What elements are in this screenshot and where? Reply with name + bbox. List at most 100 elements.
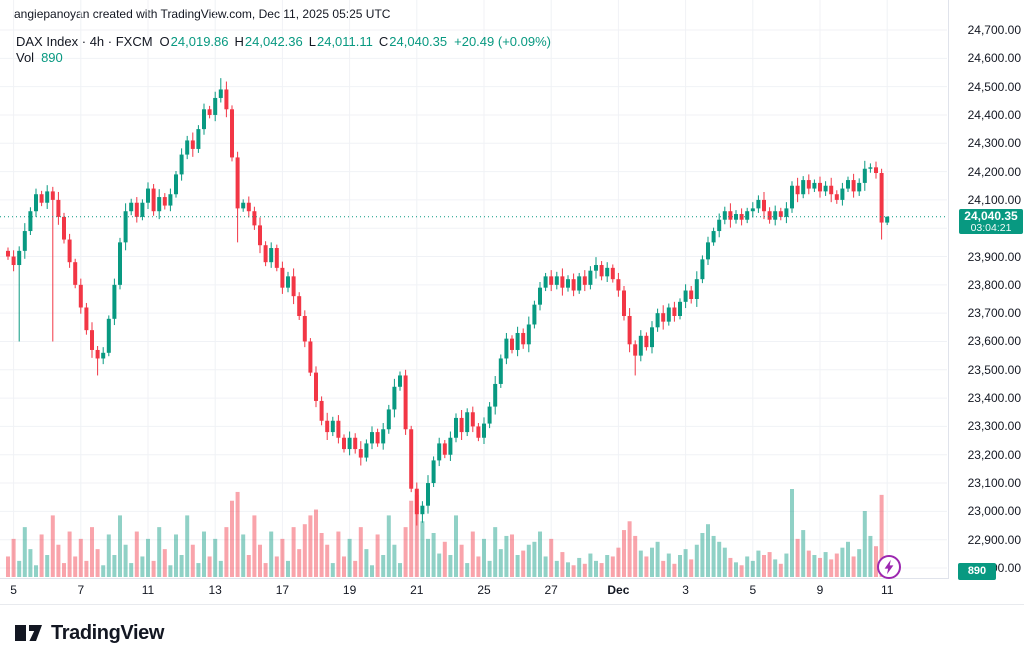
candle-body: [381, 429, 386, 444]
volume-bar: [504, 535, 509, 577]
volume-bar: [739, 565, 744, 577]
candle-body: [414, 488, 419, 515]
candle-body: [750, 208, 755, 212]
volume-bar: [50, 515, 55, 577]
candle-body: [353, 437, 358, 450]
volume-bar: [364, 549, 369, 577]
volume-bar: [235, 491, 240, 577]
candle-body: [700, 259, 705, 280]
volume-axis-badge: 890: [958, 563, 996, 580]
price-tick-label: 23,200.00: [967, 447, 1021, 462]
time-scale[interactable]: 5 7 11 13 17 19 21 25 27 Dec 3 5 9 11: [0, 579, 1024, 604]
lightning-icon[interactable]: [876, 554, 902, 580]
candle-body: [73, 262, 78, 285]
ohlc-label: C: [378, 33, 389, 49]
volume-bar: [762, 555, 766, 577]
candle-body: [157, 197, 162, 212]
candle-body: [342, 437, 346, 450]
volume-bar: [549, 538, 554, 577]
candle-body: [330, 420, 335, 433]
volume-bar: [778, 563, 783, 577]
candle-body: [582, 276, 587, 285]
volume-bar: [185, 515, 190, 577]
candle-body: [84, 307, 89, 331]
candle-body: [140, 202, 145, 217]
volume-value: 890: [41, 49, 63, 65]
volume-bar: [286, 560, 290, 577]
volume-bar: [700, 533, 705, 577]
candle-body: [622, 290, 626, 316]
tradingview-logo[interactable]: TradingView: [14, 620, 164, 646]
candle-body: [118, 242, 122, 285]
candle-body: [280, 267, 285, 288]
volume-bar: [162, 549, 167, 577]
volume-bar: [330, 563, 335, 577]
volume-bar: [638, 550, 643, 577]
volume-bar: [633, 535, 638, 577]
candle-body: [694, 279, 699, 300]
time-tick-label: 5: [749, 583, 757, 597]
volume-bar: [610, 556, 615, 577]
candle-body: [549, 276, 554, 285]
ohlc-values: O24,019.86 H24,042.36 L24,011.11 C24,040.35: [160, 34, 448, 49]
price-scale[interactable]: 24,040.35 03:04:21 890 24,700.00 24,600.0…: [949, 0, 1024, 604]
candle-body: [784, 208, 789, 217]
candle-body: [358, 449, 363, 458]
volume-bar: [756, 550, 761, 577]
volume-bar: [655, 541, 660, 577]
candle-body: [644, 335, 649, 348]
chart-plot[interactable]: [0, 0, 948, 604]
candle-body: [375, 432, 380, 444]
time-tick-label: 9: [816, 583, 824, 597]
time-tick-label: 13: [208, 583, 222, 597]
candle-body: [874, 167, 878, 173]
volume-bar: [224, 527, 229, 577]
volume-bar: [151, 560, 156, 577]
time-tick-label: 11: [141, 583, 155, 597]
volume-bar: [129, 563, 134, 577]
candle-body: [532, 304, 537, 325]
volume-bar: [515, 555, 520, 577]
volume-bar: [207, 556, 212, 577]
volume-bar: [717, 541, 722, 577]
volume-bar: [823, 552, 828, 577]
volume-bar: [134, 531, 139, 577]
volume-bar: [465, 563, 470, 577]
volume-bar: [39, 534, 44, 577]
candle-body: [650, 327, 654, 348]
volume-bar: [594, 560, 598, 577]
candle-body: [241, 202, 246, 209]
candle-body: [711, 231, 716, 243]
volume-bar: [672, 563, 677, 577]
volume-bar: [213, 538, 218, 577]
symbol-legend: DAX Index · 4h · FXCM O24,019.86 H24,042.…: [16, 33, 551, 65]
volume-bar: [84, 560, 89, 577]
volume-bar: [862, 511, 867, 577]
volume-bar: [454, 515, 458, 577]
volume-bar: [750, 560, 755, 577]
candle-body: [689, 290, 694, 300]
price-tick-label: 23,400.00: [967, 391, 1021, 406]
candle-body: [347, 437, 352, 450]
candle-body: [566, 279, 570, 288]
price-axis-border: [948, 0, 949, 604]
candle-body: [846, 180, 850, 189]
time-tick-label: 7: [77, 583, 85, 597]
candle-body: [818, 182, 822, 192]
volume-bar: [45, 555, 50, 577]
volume-bar: [190, 544, 195, 577]
candle-body: [101, 352, 106, 359]
volume-bar: [689, 559, 694, 577]
volume-bar: [683, 549, 688, 577]
ohlc-pair: L24,011.11: [309, 34, 373, 49]
volume-bar: [588, 553, 593, 577]
change-value: +20.49 (+0.09%): [454, 33, 551, 49]
price-tick-label: 23,800.00: [967, 277, 1021, 292]
candle-body: [319, 400, 324, 421]
candle-body: [45, 191, 50, 203]
volume-bar: [230, 500, 234, 577]
volume-bar: [6, 556, 10, 577]
candle-body: [129, 202, 134, 212]
volume-bar: [829, 559, 834, 577]
price-tick-label: 24,200.00: [967, 164, 1021, 179]
